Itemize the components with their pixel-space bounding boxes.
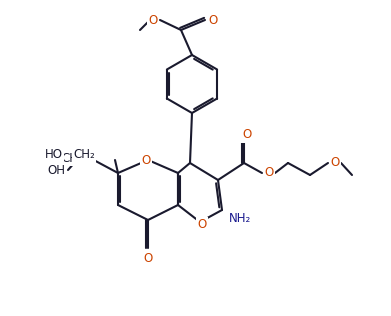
Text: O: O: [142, 154, 151, 167]
Text: O: O: [148, 14, 158, 27]
Text: O: O: [208, 14, 218, 27]
Text: CH₂: CH₂: [73, 149, 95, 161]
Text: OH: OH: [47, 163, 65, 177]
Text: O: O: [264, 167, 274, 179]
Text: NH₂: NH₂: [229, 211, 251, 224]
Text: O: O: [242, 129, 252, 142]
Text: HO: HO: [45, 149, 63, 161]
Text: O: O: [330, 156, 340, 169]
Text: O: O: [143, 252, 152, 264]
Text: O: O: [197, 218, 206, 232]
Text: CH₂: CH₂: [61, 151, 83, 165]
